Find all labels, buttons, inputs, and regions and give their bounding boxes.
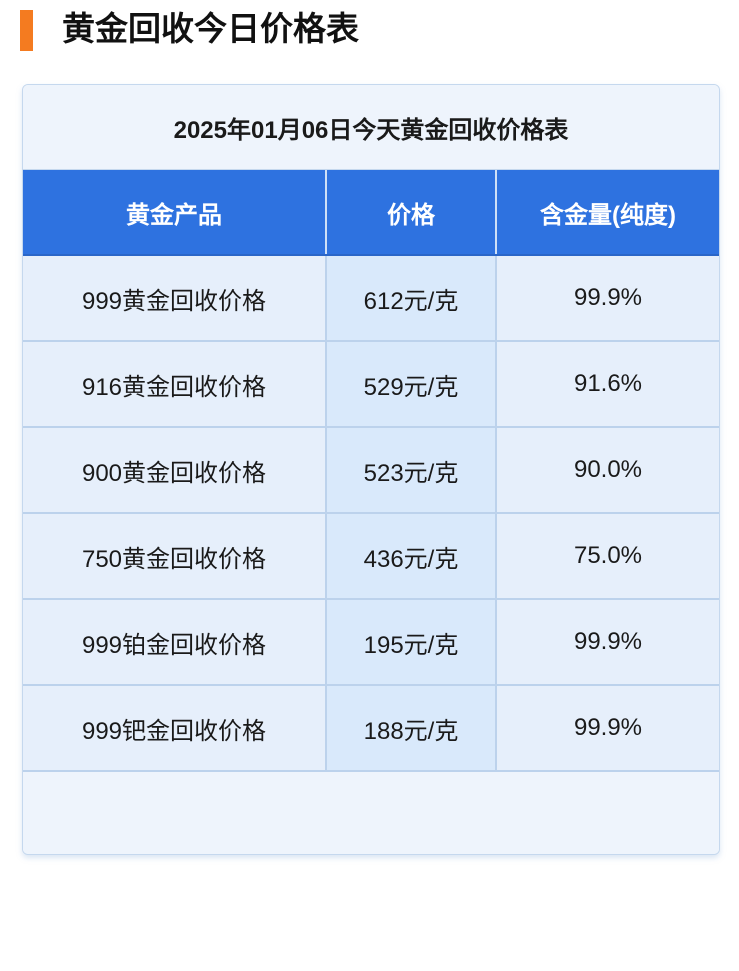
purity-cell: 99.9% (573, 628, 643, 655)
table-caption: 2025年01月06日今天黄金回收价格表 (23, 85, 719, 170)
product-cell: 916黄金回收价格 (23, 342, 327, 426)
price-table: 2025年01月06日今天黄金回收价格表 黄金产品 价格 含金量(纯度) 999… (22, 84, 720, 855)
page-title: 黄金回收今日价格表 (62, 10, 359, 47)
product-cell: 999钯金回收价格 (23, 686, 327, 770)
price-cell: 188元/克 (327, 686, 497, 770)
table-row: 750黄金回收价格 436元/克 75.0% (23, 514, 719, 600)
product-cell: 999铂金回收价格 (23, 600, 327, 684)
price-cell: 436元/克 (327, 514, 497, 598)
table-row: 916黄金回收价格 529元/克 91.6% (23, 342, 719, 428)
purity-cell: 99.9% (573, 284, 643, 311)
price-cell: 195元/克 (327, 600, 497, 684)
table-row: 999钯金回收价格 188元/克 99.9% (23, 686, 719, 772)
purity-cell: 90.0% (573, 456, 643, 483)
column-header-product: 黄金产品 (23, 170, 327, 254)
table-row: 999黄金回收价格 612元/克 99.9% (23, 256, 719, 342)
purity-cell: 75.0% (573, 542, 643, 569)
table-row: 999铂金回收价格 195元/克 99.9% (23, 600, 719, 686)
price-cell: 612元/克 (327, 256, 497, 340)
price-cell: 529元/克 (327, 342, 497, 426)
table-row: 900黄金回收价格 523元/克 90.0% (23, 428, 719, 514)
column-header-purity: 含金量(纯度) (540, 201, 676, 229)
product-cell: 999黄金回收价格 (23, 256, 327, 340)
table-header-row: 黄金产品 价格 含金量(纯度) (23, 170, 719, 256)
column-header-price: 价格 (327, 170, 497, 254)
product-cell: 900黄金回收价格 (23, 428, 327, 512)
price-cell: 523元/克 (327, 428, 497, 512)
purity-cell: 99.9% (573, 714, 643, 741)
product-cell: 750黄金回收价格 (23, 514, 327, 598)
title-accent-bar (20, 10, 33, 51)
table-footer (23, 772, 719, 854)
purity-cell: 91.6% (573, 370, 643, 397)
